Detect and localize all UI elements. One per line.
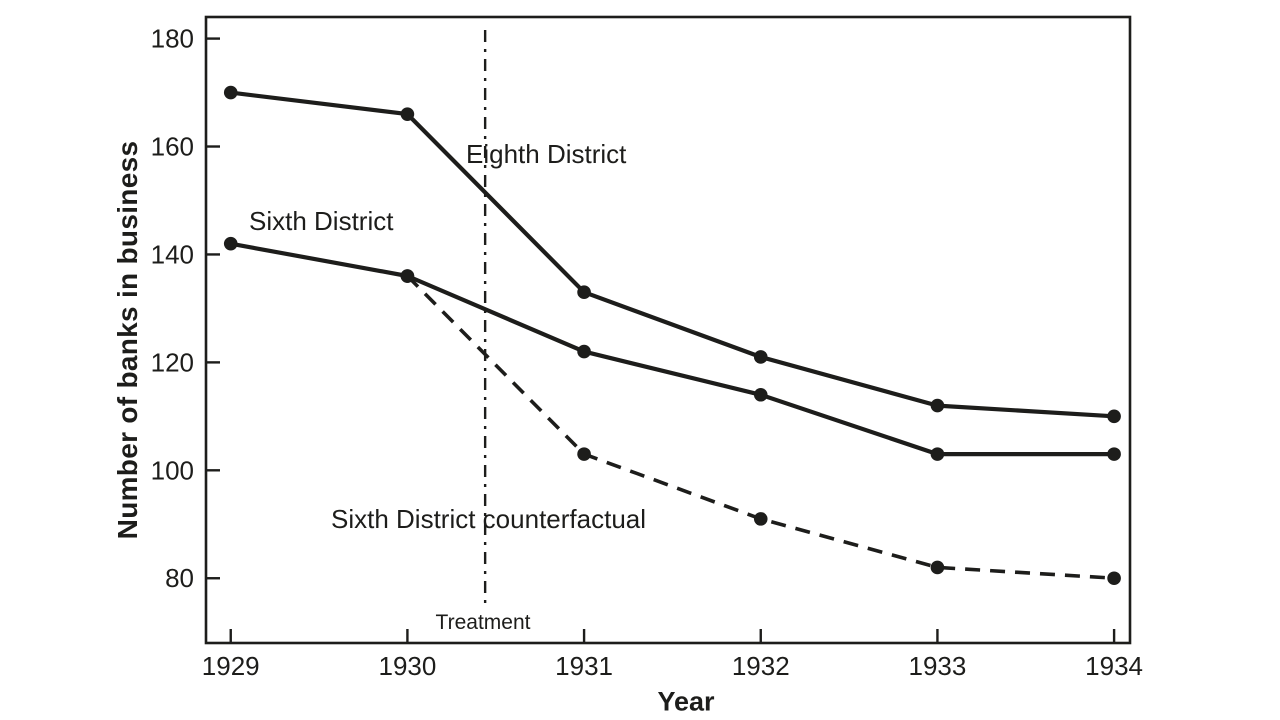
y-axis-title: Number of banks in business — [112, 140, 143, 540]
data-point-sixth-district-counterfactual — [577, 447, 591, 461]
series-label-sixth-district: Sixth District — [249, 206, 394, 236]
data-point-eighth-district — [577, 285, 591, 300]
data-point-eighth-district — [223, 85, 238, 100]
plot-border — [204, 15, 1132, 645]
y-tick-label: 100 — [151, 455, 194, 485]
x-tick-label: 1930 — [378, 651, 436, 681]
series-label-eighth-district: Eighth District — [466, 139, 627, 169]
x-axis-title: Year — [657, 686, 715, 717]
data-point-sixth-district-counterfactual — [753, 512, 768, 526]
y-tick-label: 180 — [151, 24, 194, 54]
y-tick-label: 120 — [151, 347, 194, 377]
data-point-eighth-district — [930, 398, 945, 413]
x-tick-label: 1931 — [555, 651, 613, 681]
data-point-eighth-district — [753, 350, 768, 364]
y-tick-label: 140 — [151, 239, 194, 269]
series-line-eighth-district — [230, 90, 1115, 419]
series-line-sixth-district — [230, 241, 1115, 457]
y-tick-label: 160 — [151, 132, 194, 162]
x-tick-label: 1929 — [202, 651, 260, 681]
data-point-sixth-district — [930, 447, 945, 461]
x-tick-label: 1934 — [1085, 651, 1143, 681]
data-point-sixth-district — [577, 344, 591, 359]
data-point-sixth-district — [753, 387, 768, 402]
data-point-sixth-district — [1107, 447, 1121, 461]
data-point-sixth-district-counterfactual — [930, 560, 945, 575]
data-point-sixth-district-counterfactual — [1107, 571, 1121, 586]
data-point-sixth-district — [223, 236, 238, 251]
x-tick-label: 1933 — [909, 651, 967, 681]
y-tick-label: 80 — [165, 563, 194, 593]
data-point-eighth-district — [1107, 409, 1121, 424]
series-label-sixth-district-counterfactual: Sixth District counterfactual — [331, 504, 647, 534]
data-point-sixth-district-counterfactual — [400, 269, 415, 283]
treatment-vline-label: Treatment — [435, 611, 531, 634]
x-tick-label: 1932 — [732, 651, 790, 681]
data-point-eighth-district — [400, 107, 415, 121]
